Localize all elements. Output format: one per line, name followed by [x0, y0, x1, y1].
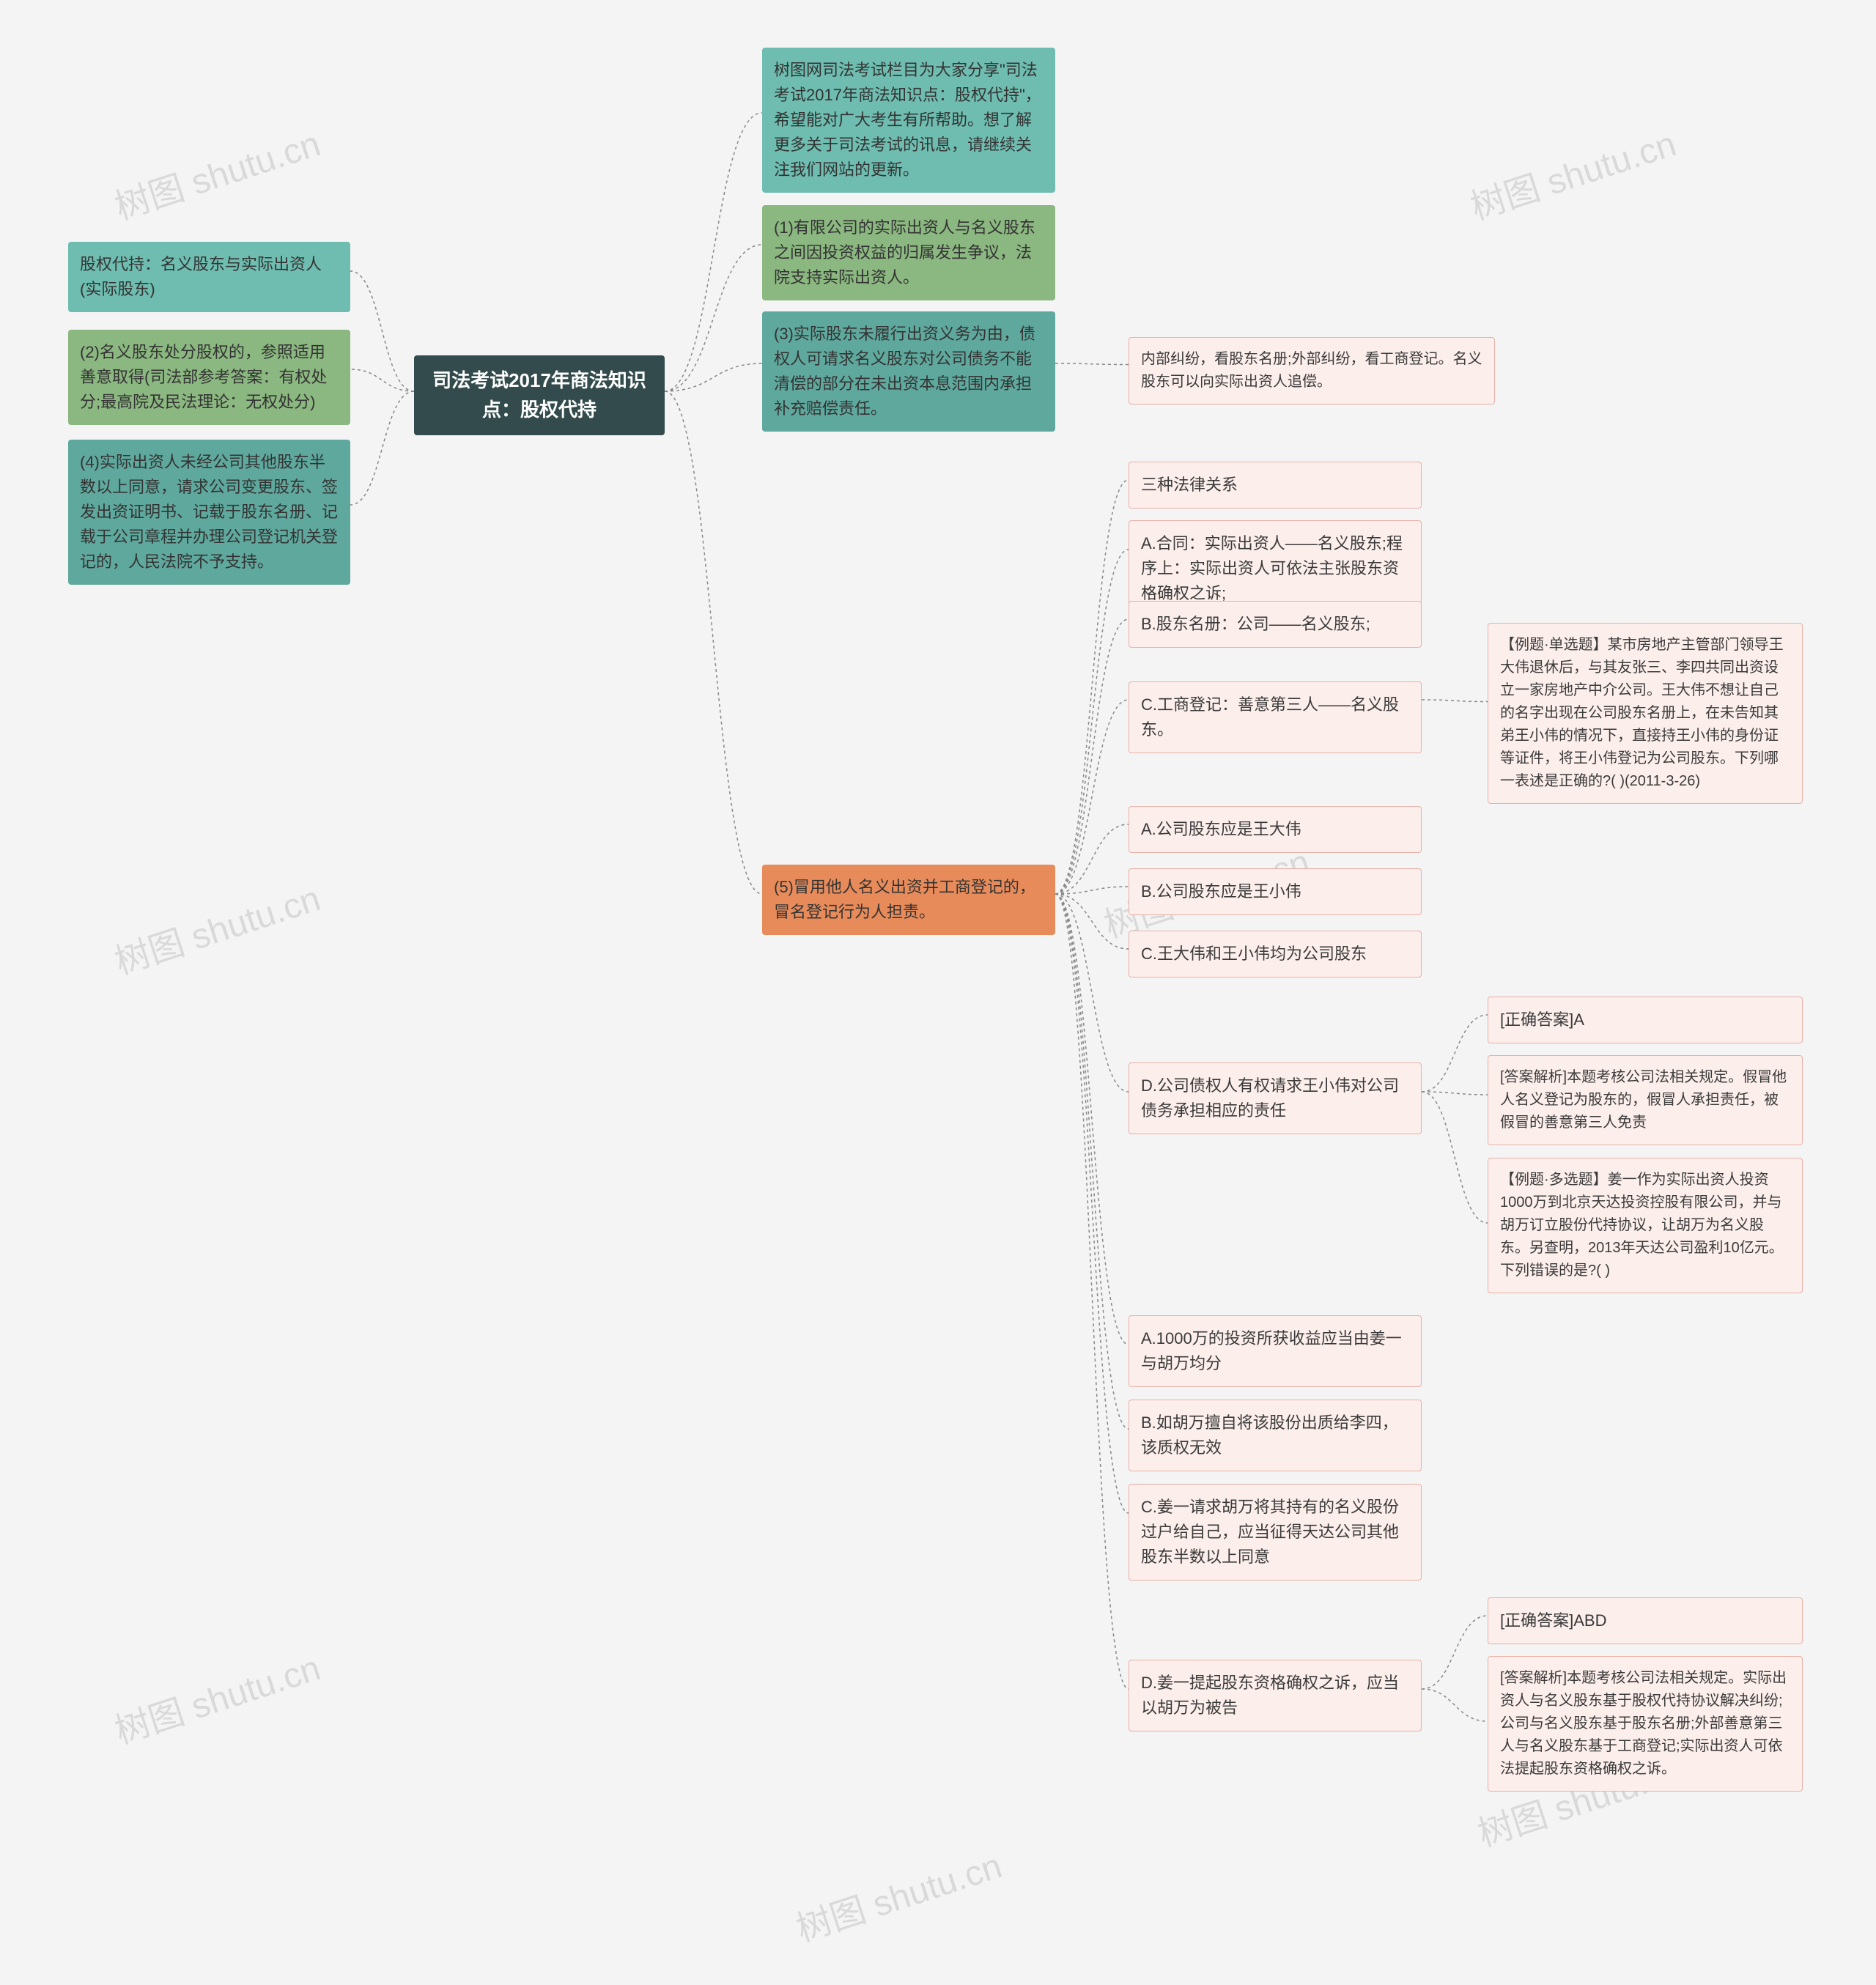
edge [665, 113, 762, 391]
node-text: [正确答案]ABD [1500, 1611, 1606, 1630]
mindmap-node-r4_8b[interactable]: [答案解析]本题考核公司法相关规定。假冒他人名义登记为股东的，假冒人承担责任，被… [1488, 1055, 1803, 1145]
node-text: 树图网司法考试栏目为大家分享"司法考试2017年商法知识点：股权代持"，希望能对… [774, 61, 1041, 179]
watermark: 树图 shutu.cn [107, 115, 325, 229]
watermark: 树图 shutu.cn [789, 1837, 1007, 1951]
mindmap-node-r4_4[interactable]: C.工商登记：善意第三人——名义股东。 [1129, 681, 1422, 753]
node-text: 【例题·多选题】姜一作为实际出资人投资1000万到北京天达投资控股有限公司，并与… [1500, 1172, 1784, 1279]
mindmap-node-r4_12[interactable]: D.姜一提起股东资格确权之诉，应当以胡万为被告 [1129, 1660, 1422, 1731]
node-text: C.工商登记：善意第三人——名义股东。 [1141, 695, 1399, 739]
edge [1055, 894, 1129, 1345]
node-text: 内部纠纷，看股东名册;外部纠纷，看工商登记。名义股东可以向实际出资人追偿。 [1141, 351, 1482, 390]
node-text: [正确答案]A [1500, 1010, 1584, 1029]
node-text: (4)实际出资人未经公司其他股东半数以上同意，请求公司变更股东、签发出资证明书、… [80, 453, 338, 571]
node-text: B.如胡万擅自将该股份出质给李四，该质权无效 [1141, 1413, 1398, 1457]
mindmap-node-r4_11[interactable]: C.姜一请求胡万将其持有的名义股份过户给自己，应当征得天达公司其他股东半数以上同… [1129, 1484, 1422, 1581]
node-text: B.股东名册：公司——名义股东; [1141, 615, 1370, 633]
watermark: 树图 shutu.cn [1463, 115, 1681, 229]
mindmap-node-left1[interactable]: 股权代持：名义股东与实际出资人(实际股东) [68, 242, 350, 312]
edge [1055, 700, 1129, 894]
mindmap-node-right1[interactable]: 树图网司法考试栏目为大家分享"司法考试2017年商法知识点：股权代持"，希望能对… [762, 48, 1055, 193]
edge [1055, 887, 1129, 894]
node-text: 司法考试2017年商法知识点：股权代持 [426, 366, 653, 425]
node-text: B.公司股东应是王小伟 [1141, 882, 1301, 901]
edge [350, 271, 414, 391]
node-text: (5)冒用他人名义出资并工商登记的，冒名登记行为人担责。 [774, 878, 1035, 921]
node-text: A.合同：实际出资人——名义股东;程序上：实际出资人可依法主张股东资格确权之诉; [1141, 534, 1403, 602]
edge [1422, 1092, 1488, 1095]
node-text: C.王大伟和王小伟均为公司股东 [1141, 945, 1367, 963]
mindmap-node-r4_8[interactable]: D.公司债权人有权请求王小伟对公司债务承担相应的责任 [1129, 1062, 1422, 1134]
edge [350, 391, 414, 505]
node-text: 股权代持：名义股东与实际出资人(实际股东) [80, 255, 322, 298]
mindmap-node-center[interactable]: 司法考试2017年商法知识点：股权代持 [414, 355, 665, 435]
edge [665, 363, 762, 391]
mindmap-node-left3[interactable]: (4)实际出资人未经公司其他股东半数以上同意，请求公司变更股东、签发出资证明书、… [68, 440, 350, 585]
mindmap-node-r4_3[interactable]: B.股东名册：公司——名义股东; [1129, 601, 1422, 648]
mindmap-node-r4_1[interactable]: 三种法律关系 [1129, 462, 1422, 509]
mindmap-node-r4_10[interactable]: B.如胡万擅自将该股份出质给李四，该质权无效 [1129, 1400, 1422, 1471]
edge [1422, 1689, 1488, 1721]
edge [665, 391, 762, 894]
edge [1055, 363, 1129, 365]
mindmap-node-right2[interactable]: (1)有限公司的实际出资人与名义股东之间因投资权益的归属发生争议，法院支持实际出… [762, 205, 1055, 300]
node-text: (2)名义股东处分股权的，参照适用善意取得(司法部参考答案：有权处分;最高院及民… [80, 343, 327, 411]
mindmap-node-left2[interactable]: (2)名义股东处分股权的，参照适用善意取得(司法部参考答案：有权处分;最高院及民… [68, 330, 350, 425]
edge [1055, 894, 1129, 1429]
watermark: 树图 shutu.cn [107, 1639, 325, 1753]
mindmap-node-r4_7[interactable]: C.王大伟和王小伟均为公司股东 [1129, 931, 1422, 977]
node-text: A.公司股东应是王大伟 [1141, 820, 1301, 838]
node-text: [答案解析]本题考核公司法相关规定。假冒他人名义登记为股东的，假冒人承担责任，被… [1500, 1069, 1787, 1131]
node-text: C.姜一请求胡万将其持有的名义股份过户给自己，应当征得天达公司其他股东半数以上同… [1141, 1498, 1399, 1566]
edge [1422, 1616, 1488, 1689]
node-text: (1)有限公司的实际出资人与名义股东之间因投资权益的归属发生争议，法院支持实际出… [774, 218, 1035, 287]
edge [1055, 550, 1129, 894]
node-text: [答案解析]本题考核公司法相关规定。实际出资人与名义股东基于股权代持协议解决纠纷… [1500, 1670, 1787, 1777]
edge [1422, 700, 1488, 702]
watermark: 树图 shutu.cn [107, 870, 325, 984]
edge [1055, 480, 1129, 894]
node-text: D.公司债权人有权请求王小伟对公司债务承担相应的责任 [1141, 1076, 1399, 1120]
mindmap-node-r4_4a[interactable]: 【例题·单选题】某市房地产主管部门领导王大伟退休后，与其友张三、李四共同出资设立… [1488, 623, 1803, 804]
node-text: 【例题·单选题】某市房地产主管部门领导王大伟退休后，与其友张三、李四共同出资设立… [1500, 637, 1784, 789]
node-text: D.姜一提起股东资格确权之诉，应当以胡万为被告 [1141, 1674, 1399, 1717]
edge [350, 369, 414, 391]
mindmap-node-r4_8a[interactable]: [正确答案]A [1488, 997, 1803, 1043]
edge [1055, 894, 1129, 1092]
mindmap-node-right4[interactable]: (5)冒用他人名义出资并工商登记的，冒名登记行为人担责。 [762, 865, 1055, 935]
mindmap-node-r4_6[interactable]: B.公司股东应是王小伟 [1129, 868, 1422, 915]
mindmap-node-r4_5[interactable]: A.公司股东应是王大伟 [1129, 806, 1422, 853]
mindmap-node-right3[interactable]: (3)实际股东未履行出资义务为由，债权人可请求名义股东对公司债务不能清偿的部分在… [762, 311, 1055, 432]
edge [1055, 824, 1129, 894]
node-text: (3)实际股东未履行出资义务为由，债权人可请求名义股东对公司债务不能清偿的部分在… [774, 325, 1035, 418]
edge [1055, 619, 1129, 894]
mindmap-node-r4_12b[interactable]: [答案解析]本题考核公司法相关规定。实际出资人与名义股东基于股权代持协议解决纠纷… [1488, 1656, 1803, 1792]
node-text: A.1000万的投资所获收益应当由姜一与胡万均分 [1141, 1329, 1402, 1372]
mindmap-node-r4_12a[interactable]: [正确答案]ABD [1488, 1597, 1803, 1644]
edge [1422, 1015, 1488, 1092]
edge [1422, 1092, 1488, 1223]
edge [1055, 894, 1129, 1513]
edge [665, 245, 762, 391]
mindmap-node-r4_9[interactable]: A.1000万的投资所获收益应当由姜一与胡万均分 [1129, 1315, 1422, 1387]
mindmap-node-right3a[interactable]: 内部纠纷，看股东名册;外部纠纷，看工商登记。名义股东可以向实际出资人追偿。 [1129, 337, 1495, 404]
edge [1055, 894, 1129, 949]
edge [1055, 894, 1129, 1689]
node-text: 三种法律关系 [1141, 476, 1238, 494]
mindmap-node-r4_8c[interactable]: 【例题·多选题】姜一作为实际出资人投资1000万到北京天达投资控股有限公司，并与… [1488, 1158, 1803, 1293]
